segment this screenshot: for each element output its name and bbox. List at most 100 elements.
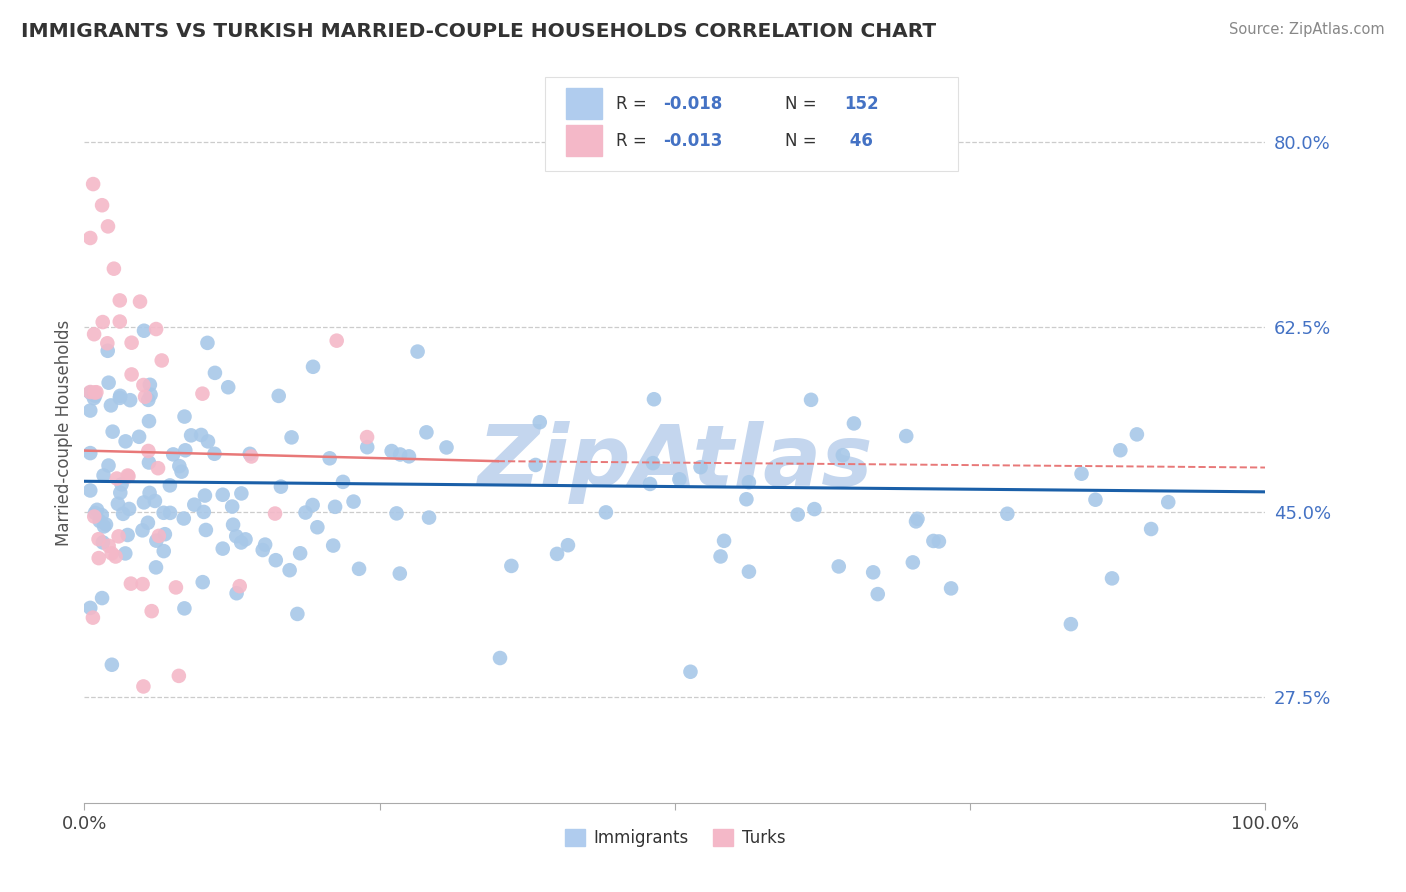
Point (141, 604, 163, 618)
Point (170, 465, 193, 479)
Point (118, 502, 141, 516)
Point (120, 576, 142, 591)
Point (183, 498, 205, 512)
Point (79, 231, 101, 245)
Point (159, 478, 181, 492)
Point (668, 472, 690, 486)
Point (93, 519, 115, 533)
Point (1157, 495, 1180, 509)
Point (1140, 522, 1163, 536)
Point (117, 468, 139, 483)
Point (240, 450, 263, 464)
Point (82, 177, 104, 191)
Point (738, 565, 761, 579)
Text: 152: 152 (844, 95, 879, 113)
Text: N =: N = (785, 95, 821, 113)
Point (79, 600, 101, 615)
Point (398, 450, 420, 464)
Point (342, 494, 364, 508)
Point (117, 469, 139, 483)
Point (1126, 427, 1149, 442)
Point (150, 353, 173, 368)
Point (221, 500, 243, 514)
Point (97, 376, 120, 390)
Point (91, 315, 114, 329)
Point (501, 558, 523, 573)
Point (152, 506, 174, 520)
Point (231, 535, 253, 549)
Point (194, 523, 217, 537)
Point (901, 555, 924, 569)
Point (191, 386, 214, 401)
Point (264, 507, 287, 521)
Point (270, 480, 292, 494)
Point (91, 198, 114, 212)
Point (896, 429, 918, 443)
Point (103, 261, 125, 276)
Point (904, 515, 927, 529)
Point (128, 430, 150, 444)
Legend: Immigrants, Turks: Immigrants, Turks (558, 822, 792, 854)
Point (225, 529, 247, 543)
Bar (567, 126, 602, 156)
Point (356, 440, 378, 454)
Point (108, 293, 131, 308)
Text: N =: N = (785, 132, 821, 150)
Point (139, 377, 162, 392)
Point (679, 665, 702, 679)
Text: 46: 46 (844, 132, 873, 150)
Point (79, 385, 101, 400)
Point (193, 505, 215, 519)
Point (385, 507, 408, 521)
Point (110, 477, 132, 491)
Point (87, 532, 110, 546)
Point (138, 456, 160, 470)
Point (325, 334, 347, 348)
Point (204, 447, 226, 461)
Point (114, 546, 136, 560)
Point (134, 390, 156, 404)
Point (197, 335, 219, 350)
Point (90, 508, 112, 522)
Point (1109, 443, 1132, 458)
Point (132, 378, 155, 392)
Point (294, 506, 316, 520)
Point (356, 430, 378, 444)
Point (112, 507, 135, 521)
Point (302, 359, 325, 374)
Text: -0.018: -0.018 (664, 95, 723, 113)
Point (191, 575, 214, 590)
Point (595, 505, 617, 519)
Point (100, 546, 122, 560)
Point (173, 601, 195, 615)
Point (557, 538, 579, 552)
Point (84, 506, 107, 520)
Point (114, 434, 136, 449)
Point (131, 577, 153, 591)
Point (786, 508, 808, 522)
Point (129, 294, 152, 309)
Point (928, 534, 950, 549)
Text: ZipAtlas: ZipAtlas (477, 421, 873, 504)
Point (922, 533, 945, 548)
Text: R =: R = (616, 95, 652, 113)
Point (489, 651, 512, 665)
Point (132, 680, 155, 694)
Point (225, 586, 247, 600)
Point (89, 514, 111, 528)
Point (83, 327, 105, 342)
Point (546, 547, 568, 561)
Point (415, 425, 437, 440)
Point (79, 483, 101, 498)
Point (264, 553, 287, 567)
Point (529, 415, 551, 429)
Point (995, 507, 1018, 521)
Point (1084, 492, 1107, 507)
Point (96, 336, 118, 351)
Point (280, 430, 302, 444)
Point (97, 343, 120, 358)
Point (79, 403, 101, 417)
Point (79, 446, 101, 460)
Point (97, 458, 120, 473)
Point (301, 498, 323, 512)
